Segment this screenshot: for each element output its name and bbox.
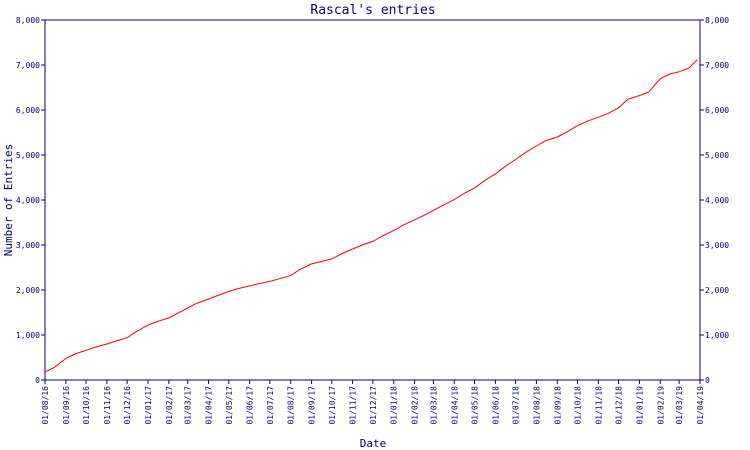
x-tick-label: 01/06/18 <box>491 386 500 425</box>
y-tick-label-right: 3,000 <box>705 241 729 250</box>
x-tick-label: 01/09/17 <box>308 386 317 425</box>
x-tick-label: 01/02/19 <box>656 386 665 425</box>
y-axis-left: 0 1,000 2,000 3,000 4,000 5,000 6,000 7,000 8,00… <box>16 16 45 385</box>
x-tick-label: 01/05/18 <box>470 386 479 425</box>
y-tick-label-right: 4,000 <box>705 196 729 205</box>
x-tick-label: 01/02/17 <box>165 386 174 425</box>
x-tick-label: 01/02/18 <box>411 386 420 425</box>
y-axis-label: Number of Entries <box>2 144 15 257</box>
y-tick-label-left: 2,000 <box>16 286 40 295</box>
x-axis: 01/08/16 01/09/16 01/10/16 01/11/16 01/12/16… <box>41 380 705 425</box>
x-tick-label: 01/12/16 <box>123 386 132 425</box>
y-tick-label-left: 0 <box>35 376 40 385</box>
x-tick-label: 01/08/16 <box>41 386 50 425</box>
x-tick-label: 01/11/18 <box>594 386 603 425</box>
y-tick-label-right: 8,000 <box>705 16 729 25</box>
series-line <box>44 59 698 373</box>
y-tick-label-left: 4,000 <box>16 196 40 205</box>
x-tick-label: 01/07/17 <box>266 386 275 425</box>
y-tick-label-left: 7,000 <box>16 61 40 70</box>
chart-title: Rascal's entries <box>310 3 435 18</box>
x-tick-label: 01/12/18 <box>615 386 624 425</box>
x-tick-label: 01/01/17 <box>144 386 153 425</box>
x-tick-label: 01/04/19 <box>696 386 705 425</box>
x-tick-label: 01/09/18 <box>553 386 562 425</box>
x-tick-label: 01/10/16 <box>82 386 91 425</box>
y-tick-label-right: 6,000 <box>705 106 729 115</box>
y-tick-label-right: 0 <box>705 376 710 385</box>
x-axis-label: Date <box>360 437 387 450</box>
x-tick-label: 01/08/17 <box>287 386 296 425</box>
x-tick-label: 01/10/18 <box>573 386 582 425</box>
x-tick-label: 01/04/17 <box>205 386 214 425</box>
y-tick-label-right: 5,000 <box>705 151 729 160</box>
x-tick-label: 01/07/18 <box>512 386 521 425</box>
x-tick-label: 01/01/19 <box>635 386 644 425</box>
x-tick-label: 01/10/17 <box>328 386 337 425</box>
y-tick-label-left: 5,000 <box>16 151 40 160</box>
x-tick-label: 01/12/17 <box>369 386 378 425</box>
x-tick-label: 01/09/16 <box>62 386 71 425</box>
y-tick-label-left: 8,000 <box>16 16 40 25</box>
x-tick-label: 01/08/18 <box>532 386 541 425</box>
x-tick-label: 01/03/19 <box>675 386 684 425</box>
x-tick-label: 01/11/16 <box>103 386 112 425</box>
y-tick-label-right: 7,000 <box>705 61 729 70</box>
y-tick-label-right: 1,000 <box>705 331 729 340</box>
x-tick-label: 01/03/17 <box>184 386 193 425</box>
y-tick-label-left: 3,000 <box>16 241 40 250</box>
y-axis-right: 0 1,000 2,000 3,000 4,000 5,000 6,000 7,000 8,00… <box>700 16 729 385</box>
x-tick-label: 01/04/18 <box>450 386 459 425</box>
plot-frame <box>44 19 701 381</box>
y-tick-label-right: 2,000 <box>705 286 729 295</box>
y-tick-label-left: 1,000 <box>16 331 40 340</box>
x-tick-label: 01/05/17 <box>225 386 234 425</box>
y-tick-label-left: 6,000 <box>16 106 40 115</box>
x-tick-label: 01/01/18 <box>390 386 399 425</box>
x-tick-label: 01/06/17 <box>246 386 255 425</box>
x-tick-label: 01/11/17 <box>349 386 358 425</box>
x-tick-label: 01/03/18 <box>429 386 438 425</box>
series-group <box>44 59 698 373</box>
